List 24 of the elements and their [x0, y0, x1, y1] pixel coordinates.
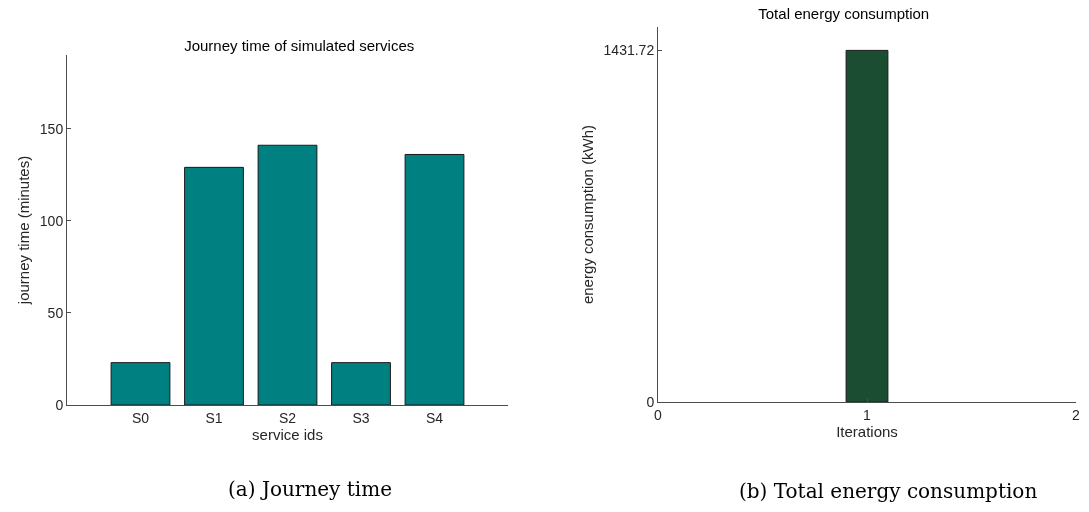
text: (a) Journey time	[228, 477, 392, 501]
bar	[110, 362, 171, 405]
x-tick-label: S4	[425, 409, 444, 426]
chart-title: Journey time of simulated services	[184, 36, 415, 54]
x-tick-label: 2	[1072, 406, 1081, 423]
y-tick-label: 50	[47, 304, 64, 321]
x-tick-label: 1	[863, 406, 872, 423]
y-axis-title: energy consumption (kWh)	[578, 124, 596, 305]
y-axis-title: journey time (minutes)	[15, 155, 33, 306]
y-tick-label: 100	[39, 212, 64, 229]
chart-title: Total energy consumption	[758, 4, 930, 22]
y-tick-label: 150	[39, 120, 64, 137]
x-tick-label: S2	[278, 409, 297, 426]
text: (b) Total energy consumption	[739, 479, 1038, 503]
bar	[184, 166, 244, 405]
x-tick-label: S1	[205, 409, 223, 426]
bar	[404, 153, 465, 405]
x-axis-title: service ids	[252, 425, 323, 443]
x-tick-label: S3	[352, 409, 370, 426]
x-tick-label: S0	[131, 409, 150, 426]
x-axis-title: Iterations	[836, 422, 898, 440]
y-tick-label: 1431.72	[603, 42, 655, 59]
bar	[257, 144, 318, 405]
bar	[331, 362, 391, 405]
